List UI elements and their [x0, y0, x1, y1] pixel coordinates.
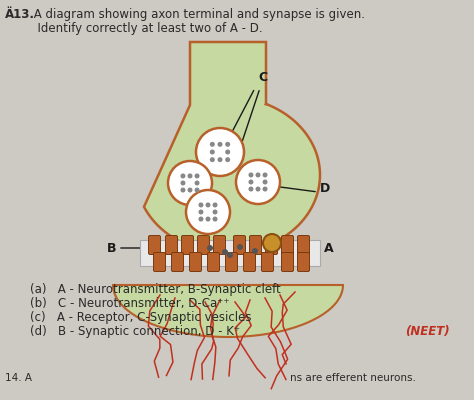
Circle shape: [206, 216, 210, 222]
FancyBboxPatch shape: [182, 236, 193, 254]
Circle shape: [199, 202, 203, 208]
Text: Ä13.: Ä13.: [5, 8, 35, 21]
Circle shape: [222, 249, 228, 255]
Circle shape: [227, 252, 233, 258]
Circle shape: [263, 172, 267, 178]
Circle shape: [186, 190, 230, 234]
Text: ns are efferent neurons.: ns are efferent neurons.: [290, 373, 416, 383]
FancyBboxPatch shape: [298, 252, 310, 272]
Bar: [140, 240, 320, 266]
Circle shape: [196, 128, 244, 176]
Circle shape: [225, 150, 230, 154]
Circle shape: [206, 202, 210, 208]
FancyBboxPatch shape: [198, 236, 210, 254]
Circle shape: [210, 150, 215, 154]
Circle shape: [212, 216, 218, 222]
Circle shape: [210, 142, 215, 147]
Circle shape: [181, 174, 185, 178]
Circle shape: [248, 186, 254, 192]
Circle shape: [218, 157, 222, 162]
FancyBboxPatch shape: [298, 236, 310, 254]
FancyBboxPatch shape: [282, 236, 293, 254]
FancyBboxPatch shape: [190, 252, 201, 272]
Text: A diagram showing axon terminal and synapse is given.: A diagram showing axon terminal and syna…: [30, 8, 365, 21]
Circle shape: [210, 157, 215, 162]
FancyBboxPatch shape: [282, 252, 293, 272]
Circle shape: [194, 174, 200, 178]
Circle shape: [188, 174, 192, 178]
Circle shape: [181, 188, 185, 192]
FancyBboxPatch shape: [208, 252, 219, 272]
FancyBboxPatch shape: [234, 236, 246, 254]
Circle shape: [263, 180, 267, 184]
Circle shape: [181, 180, 185, 186]
Circle shape: [212, 202, 218, 208]
Text: B: B: [107, 242, 116, 254]
FancyBboxPatch shape: [165, 236, 177, 254]
Circle shape: [225, 142, 230, 147]
Circle shape: [263, 186, 267, 192]
Circle shape: [194, 188, 200, 192]
Circle shape: [248, 180, 254, 184]
FancyBboxPatch shape: [172, 252, 183, 272]
FancyBboxPatch shape: [154, 252, 165, 272]
Circle shape: [237, 244, 243, 250]
Polygon shape: [144, 42, 320, 253]
Text: A: A: [324, 242, 334, 254]
Circle shape: [207, 245, 213, 251]
FancyBboxPatch shape: [226, 252, 237, 272]
Circle shape: [199, 216, 203, 222]
Text: 14. A: 14. A: [5, 373, 32, 383]
Circle shape: [212, 210, 218, 214]
FancyBboxPatch shape: [244, 252, 255, 272]
Circle shape: [199, 210, 203, 214]
Text: (NEET): (NEET): [405, 325, 450, 338]
Text: (a)   A - Neurotransmitter, B-Synaptic cleft: (a) A - Neurotransmitter, B-Synaptic cle…: [30, 283, 281, 296]
Circle shape: [252, 248, 258, 254]
FancyBboxPatch shape: [249, 236, 262, 254]
Circle shape: [188, 188, 192, 192]
Circle shape: [225, 157, 230, 162]
Circle shape: [168, 161, 212, 205]
Circle shape: [263, 234, 281, 252]
Text: (d)   B - Synaptic connection, D - K⁺: (d) B - Synaptic connection, D - K⁺: [30, 325, 240, 338]
Text: (c)   A - Receptor, C-Synaptic vesicles: (c) A - Receptor, C-Synaptic vesicles: [30, 311, 252, 324]
Circle shape: [248, 172, 254, 178]
Polygon shape: [113, 285, 343, 337]
Circle shape: [255, 172, 261, 178]
Text: D: D: [320, 182, 330, 196]
FancyBboxPatch shape: [262, 252, 273, 272]
FancyBboxPatch shape: [265, 236, 277, 254]
Text: C: C: [258, 71, 267, 84]
FancyBboxPatch shape: [148, 236, 161, 254]
Circle shape: [236, 160, 280, 204]
Circle shape: [255, 186, 261, 192]
FancyBboxPatch shape: [213, 236, 226, 254]
Circle shape: [194, 180, 200, 186]
Text: Identify correctly at least two of A - D.: Identify correctly at least two of A - D…: [30, 22, 263, 35]
Circle shape: [218, 142, 222, 147]
Text: (b)   C - Neurotransmitter, D-Ca⁺⁺: (b) C - Neurotransmitter, D-Ca⁺⁺: [30, 297, 229, 310]
